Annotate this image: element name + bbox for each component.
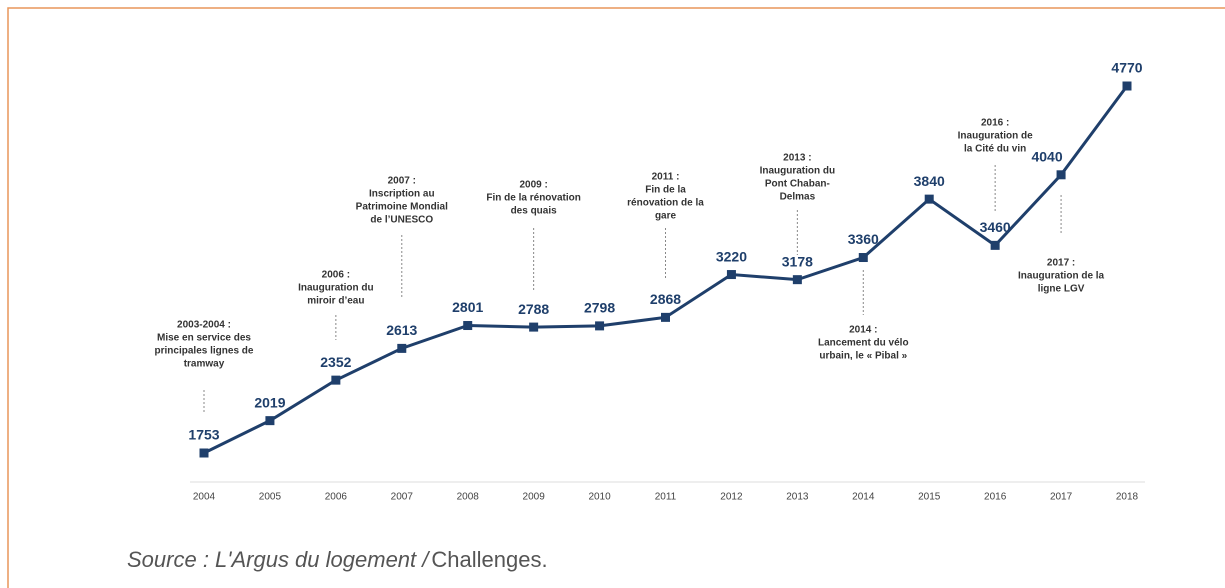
x-tick-label: 2004 (193, 492, 216, 503)
annotation-text: de l’UNESCO (370, 215, 433, 226)
value-label: 4040 (1031, 149, 1062, 165)
point (1056, 170, 1066, 180)
annotation-text: 2011 : (652, 172, 680, 183)
value-label: 2019 (254, 394, 285, 410)
value-label: 2788 (518, 301, 549, 317)
value-label: 2801 (452, 299, 483, 315)
source-italic: Source : L'Argus du logement / (127, 547, 430, 572)
point (924, 194, 934, 204)
annotation-text: 2013 : (783, 153, 811, 164)
value-label: 3460 (980, 219, 1011, 235)
annotation-text: miroir d’eau (307, 296, 364, 307)
annotation-text: 2017 : (1047, 258, 1075, 269)
annotation-text: Pont Chaban- (765, 179, 830, 190)
point (265, 416, 275, 426)
annotation-text: urbain, le « Pibal » (819, 351, 907, 362)
x-tick-label: 2016 (984, 492, 1007, 503)
annotation-text: Lancement du vélo (818, 338, 909, 349)
annotation-text: 2006 : (322, 270, 350, 281)
source-plain: Challenges. (431, 547, 547, 572)
annotation-text: 2016 : (981, 118, 1009, 129)
value-label: 3220 (716, 248, 747, 264)
point (463, 321, 473, 331)
point (199, 448, 209, 458)
x-tick-label: 2015 (918, 492, 941, 503)
x-tick-label: 2005 (259, 492, 282, 503)
annotation-text: la Cité du vin (964, 144, 1026, 155)
x-tick-label: 2018 (1116, 492, 1139, 503)
source: Source : L'Argus du logement / Challenges… (127, 547, 548, 572)
annotation-text: 2003-2004 : (177, 320, 231, 331)
annotation-text: Fin de la rénovation (486, 193, 580, 204)
x-tick-label: 2010 (588, 492, 611, 503)
point (661, 312, 670, 322)
x-tick-label: 2011 (655, 492, 677, 503)
x-tick-label: 2014 (852, 492, 875, 503)
annotation-text: tramway (184, 359, 225, 370)
annotation-text: Delmas (780, 192, 816, 203)
annotation-text: Inauguration du (760, 166, 836, 177)
value-label: 3360 (848, 231, 879, 247)
value-label: 2798 (584, 300, 615, 316)
point (397, 343, 407, 353)
annotation-text: ligne LGV (1038, 284, 1085, 295)
x-tick-label: 2017 (1050, 492, 1073, 503)
x-tick-label: 2007 (391, 492, 414, 503)
annotation-text: Mise en service des (157, 333, 251, 344)
value-label: 2352 (320, 354, 351, 370)
x-tick-label: 2006 (325, 492, 348, 503)
x-tick-label: 2009 (523, 492, 546, 503)
point (595, 321, 605, 331)
annotation-text: 2014 : (849, 325, 877, 336)
point (529, 322, 539, 332)
annotation-text: gare (655, 211, 677, 222)
annotation-text: Inscription au (369, 189, 435, 200)
x-tick-label: 2012 (720, 492, 743, 503)
point (1122, 81, 1132, 91)
value-label: 2868 (650, 291, 681, 307)
value-label: 3178 (782, 253, 813, 269)
annotation-text: Patrimoine Mondial (356, 202, 448, 213)
annotation-text: 2009 : (519, 180, 547, 191)
annotation-text: des quais (511, 206, 558, 217)
annotation-text: Inauguration de (958, 131, 1033, 142)
value-label: 4770 (1111, 60, 1142, 76)
annotation-text: Inauguration de la (1018, 271, 1105, 282)
point (990, 240, 1000, 250)
value-label: 3840 (914, 173, 945, 189)
frame (7, 7, 1225, 588)
annotation-text: principales lignes de (155, 346, 254, 357)
point (792, 275, 802, 285)
annotation-text: 2007 : (388, 176, 416, 187)
annotation-text: rénovation de la (627, 198, 704, 209)
x-tick-label: 2008 (457, 492, 480, 503)
value-label: 2613 (386, 322, 417, 338)
point (726, 270, 736, 280)
point (858, 253, 868, 263)
value-label: 1753 (188, 427, 219, 443)
x-tick-label: 2013 (786, 492, 809, 503)
annotation-text: Inauguration du (298, 283, 374, 294)
point (331, 375, 341, 385)
annotation-text: Fin de la (645, 185, 686, 196)
